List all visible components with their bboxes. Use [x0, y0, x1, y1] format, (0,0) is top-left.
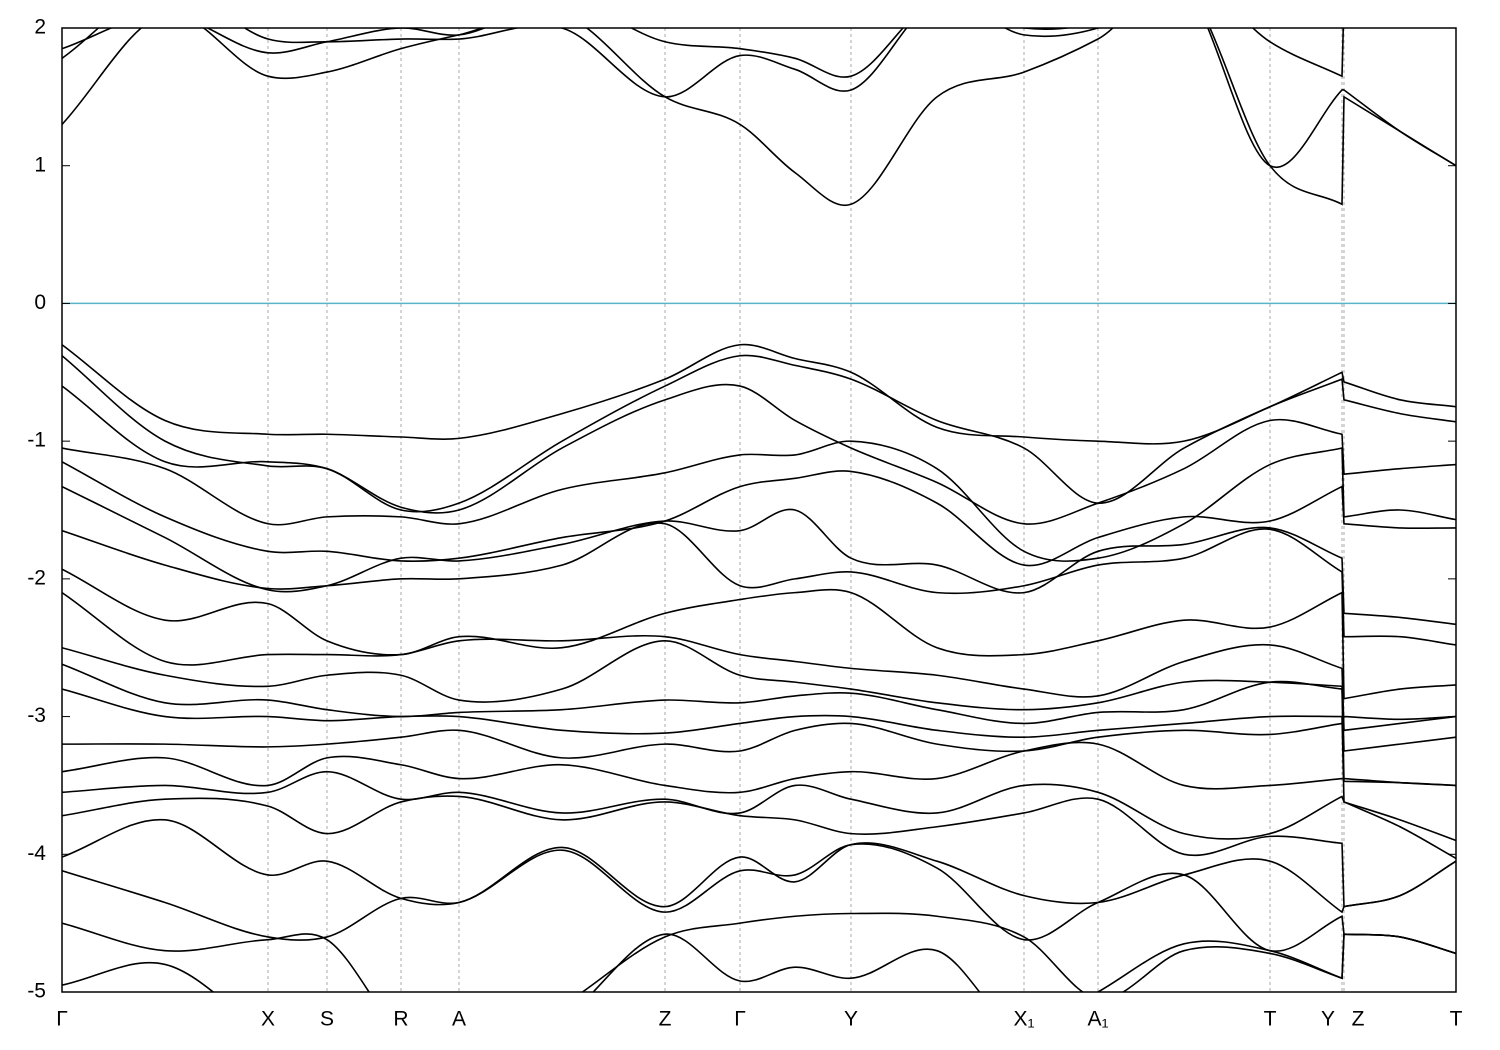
- band-line: [62, 663, 1456, 787]
- x-tick-label: T: [1450, 1008, 1463, 1031]
- band-line: [62, 818, 1456, 914]
- band-line: [62, 522, 1456, 646]
- x-tick-label: Γ: [734, 1008, 746, 1031]
- y-tick-label: -5: [27, 980, 46, 1003]
- band-line: [62, 28, 1456, 207]
- x-tick-label: A₁: [1087, 1008, 1108, 1031]
- x-tick-label: Z: [659, 1008, 672, 1031]
- y-tick-label: -3: [27, 704, 46, 727]
- y-tick-label: 0: [34, 291, 46, 314]
- x-tick-label: Z: [1352, 1008, 1365, 1031]
- labels: 210-1-2-3-4-5Γ X S R A Z Γ Y X₁ A₁ T Y Z T: [27, 16, 1462, 1031]
- x-tick-label: Y: [844, 1008, 858, 1031]
- x-tick-label: T: [1264, 1008, 1277, 1031]
- x-tick-label: X: [261, 1008, 275, 1031]
- band-line: [62, 568, 1456, 700]
- plot-frame: [61, 27, 1457, 993]
- band-line: [62, 383, 1456, 525]
- band-line: [62, 795, 1456, 908]
- bands: [62, 28, 1456, 992]
- y-tick-label: -1: [27, 429, 46, 452]
- x-tick-label: Y: [1321, 1008, 1335, 1031]
- y-tick-label: -2: [27, 566, 46, 589]
- x-tick-label: Γ: [56, 1008, 68, 1031]
- x-tick-label: X₁: [1013, 1008, 1034, 1031]
- band-line: [62, 591, 1456, 732]
- y-tick-label: -4: [27, 842, 46, 865]
- band-line: [62, 741, 1456, 794]
- band-line: [62, 688, 1456, 860]
- y-tick-label: 2: [34, 16, 46, 39]
- x-tick-label: R: [393, 1008, 408, 1031]
- x-tick-label: S: [320, 1008, 334, 1031]
- band-line: [62, 461, 1456, 567]
- band-line: [62, 843, 1456, 955]
- band-line: [62, 770, 1456, 842]
- band-line: [62, 933, 1456, 992]
- y-tick-label: 1: [34, 153, 46, 176]
- band-line: [62, 715, 1456, 759]
- band-line: [62, 640, 1456, 752]
- x-tick-label: A: [452, 1008, 466, 1031]
- band-line: [62, 912, 1456, 992]
- band-line: [62, 440, 1456, 562]
